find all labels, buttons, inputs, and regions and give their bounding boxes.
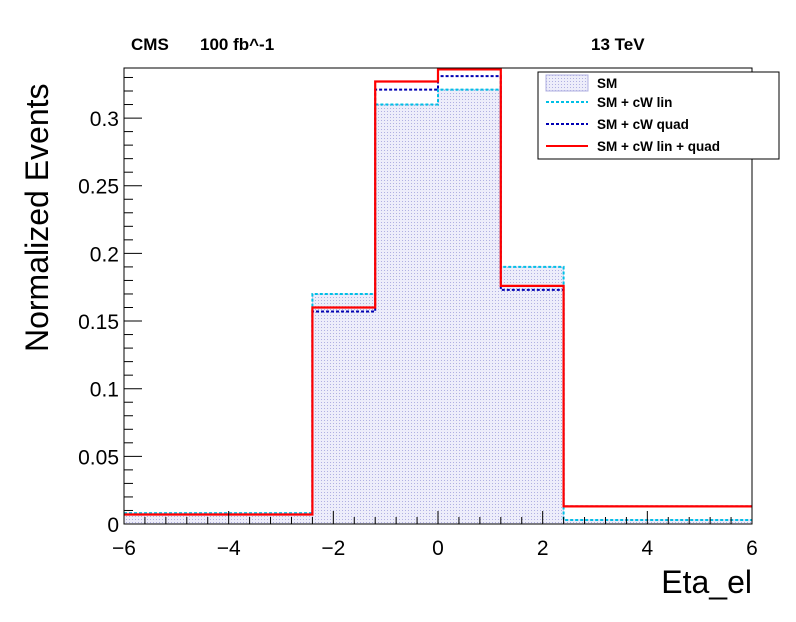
y-tick-label-4: 0.2 xyxy=(90,243,119,266)
legend-label-sm: SM xyxy=(597,76,617,91)
y-tick-label-1: 0.05 xyxy=(78,446,119,469)
x-tick-label-0: −6 xyxy=(112,537,136,560)
x-axis-tick-labels: −6 −4 −2 0 2 4 6 xyxy=(112,537,758,560)
legend-label-cw-lin-quad: SM + cW lin + quad xyxy=(597,139,720,154)
sm-bin-4 xyxy=(500,266,564,524)
energy-label: 13 TeV xyxy=(591,35,645,54)
series-lines-layer xyxy=(124,68,752,521)
y-tick-label-6: 0.3 xyxy=(90,108,119,131)
x-tick-label-4: 2 xyxy=(537,537,549,560)
luminosity-label: 100 fb^-1 xyxy=(200,35,274,54)
x-tick-label-1: −4 xyxy=(217,537,241,560)
y-tick-label-2: 0.1 xyxy=(90,379,119,402)
sm-bin-3 xyxy=(438,89,501,525)
sm-fill-layer xyxy=(124,89,752,525)
legend-label-cw-quad: SM + cW quad xyxy=(597,117,689,132)
y-tick-label-5: 0.25 xyxy=(78,176,119,199)
legend: SM SM + cW lin SM + cW quad SM + cW lin … xyxy=(537,71,780,160)
experiment-label: CMS xyxy=(131,35,169,54)
y-axis-title: Normalized Events xyxy=(19,83,55,352)
sm-bin-5 xyxy=(563,519,752,524)
y-tick-label-0: 0 xyxy=(107,514,119,537)
legend-swatch-sm xyxy=(545,74,589,92)
x-tick-label-3: 0 xyxy=(432,537,444,560)
y-tick-label-3: 0.15 xyxy=(78,311,119,334)
series-line-3 xyxy=(124,68,752,516)
x-tick-label-5: 4 xyxy=(641,537,653,560)
y-axis-tick-labels: 0 0.05 0.1 0.15 0.2 0.25 0.3 xyxy=(78,108,119,537)
x-tick-label-2: −2 xyxy=(321,537,345,560)
sm-bin-2 xyxy=(375,104,438,525)
x-axis-ticks xyxy=(123,511,753,524)
y-axis-ticks xyxy=(124,76,142,525)
x-tick-label-6: 6 xyxy=(746,537,758,560)
legend-label-cw-lin: SM + cW lin xyxy=(597,95,672,110)
sm-bin-0 xyxy=(124,513,313,524)
x-axis-title: Eta_el xyxy=(661,564,752,600)
sm-bin-1 xyxy=(312,293,376,524)
